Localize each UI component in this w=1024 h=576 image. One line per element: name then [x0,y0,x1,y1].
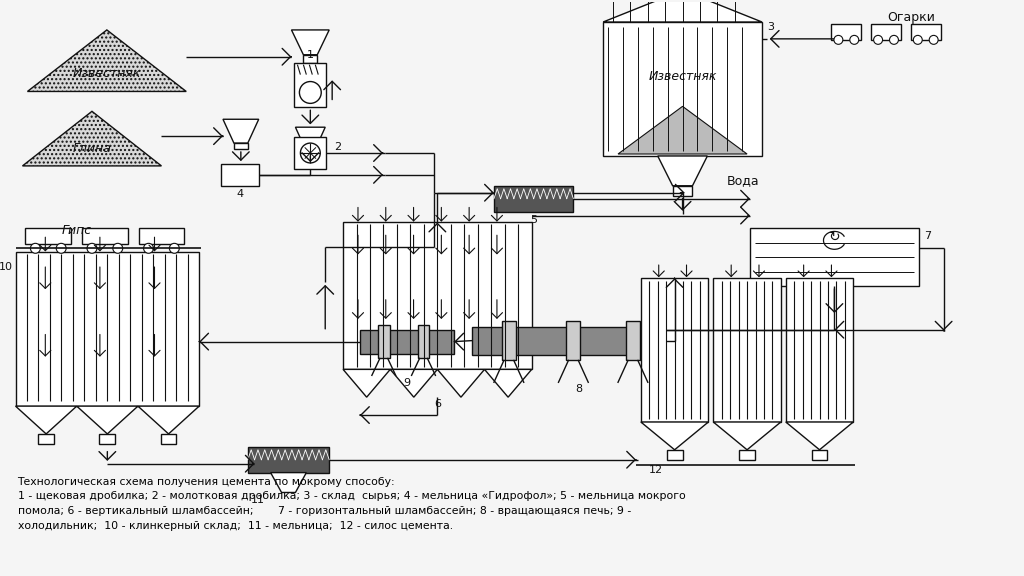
Bar [603,22,762,156]
Bar [785,278,853,422]
Polygon shape [223,119,259,143]
Text: Известняк: Известняк [73,67,141,80]
Circle shape [143,243,154,253]
Text: 8: 8 [575,384,583,394]
Text: 11: 11 [251,495,265,505]
Bar [221,164,259,186]
Bar [38,434,54,444]
Polygon shape [641,422,709,450]
Bar [626,321,640,361]
Bar [295,63,327,107]
Bar [494,186,573,211]
Text: 3: 3 [767,22,774,32]
Bar [910,24,941,40]
Text: Известняк: Известняк [648,70,717,83]
Bar [303,55,317,63]
Text: ↻: ↻ [828,229,841,244]
Bar [248,447,329,473]
Ellipse shape [299,82,322,103]
Text: 12: 12 [649,465,663,475]
Polygon shape [390,369,437,397]
Bar [750,229,919,286]
Bar [304,147,316,153]
Circle shape [113,243,123,253]
Bar [502,321,516,361]
Circle shape [913,35,923,44]
Bar [343,222,531,369]
Bar [82,229,128,244]
Bar [360,329,455,354]
Bar [667,450,683,460]
Circle shape [850,35,859,44]
Polygon shape [28,30,186,92]
Text: Глина: Глина [73,142,112,154]
Bar [138,229,184,244]
Bar [233,143,248,149]
Polygon shape [23,111,162,166]
Text: помола; 6 - вертикальный шламбассейн;       7 - горизонтальный шламбассейн; 8 - : помола; 6 - вертикальный шламбассейн; 7 … [17,506,631,516]
Text: холодильник;  10 - клинкерный склад;  11 - мельница;  12 - силос цемента.: холодильник; 10 - клинкерный склад; 11 -… [17,521,453,531]
Bar [378,325,390,358]
Bar [831,24,861,40]
Bar [295,137,327,169]
Text: Гипс: Гипс [62,224,92,237]
Text: Вода: Вода [727,175,760,187]
Bar [673,186,692,196]
Polygon shape [785,422,853,450]
Bar [472,327,666,354]
Text: 5: 5 [530,214,538,225]
Text: 2: 2 [334,142,341,152]
Circle shape [834,35,843,44]
Polygon shape [714,422,781,450]
Bar [161,434,176,444]
Bar [714,278,781,422]
Text: Технологическая схема получения цемента по мокрому способу:: Технологическая схема получения цемента … [17,476,395,487]
Circle shape [873,35,883,44]
Bar [566,321,581,361]
Polygon shape [343,369,390,397]
Bar [26,229,71,244]
Polygon shape [15,406,77,434]
Text: 4: 4 [237,189,244,199]
Text: 1 - щековая дробилка; 2 - молотковая дробилка; 3 - склад  сырья; 4 - мельница «Г: 1 - щековая дробилка; 2 - молотковая дро… [17,491,685,502]
Text: 9: 9 [403,378,411,388]
Circle shape [890,35,898,44]
Text: 10: 10 [0,262,12,272]
Polygon shape [270,473,306,492]
Polygon shape [138,406,199,434]
Bar [641,278,709,422]
Bar [812,450,827,460]
Bar [871,24,901,40]
Circle shape [929,35,938,44]
Polygon shape [618,107,748,154]
Polygon shape [77,406,138,434]
Bar [739,450,755,460]
Text: 7: 7 [924,232,931,241]
Circle shape [169,243,179,253]
Text: 6: 6 [434,399,441,409]
Polygon shape [603,0,762,22]
Bar [99,434,116,444]
Polygon shape [296,127,326,147]
Text: Огарки: Огарки [887,10,935,24]
Circle shape [56,243,67,253]
Polygon shape [657,156,708,186]
Bar [418,325,429,358]
Text: 1: 1 [307,50,313,60]
Bar [15,252,199,406]
Polygon shape [437,369,484,397]
Circle shape [31,243,40,253]
Polygon shape [292,30,329,55]
Circle shape [87,243,97,253]
Ellipse shape [300,143,321,163]
Polygon shape [484,369,531,397]
